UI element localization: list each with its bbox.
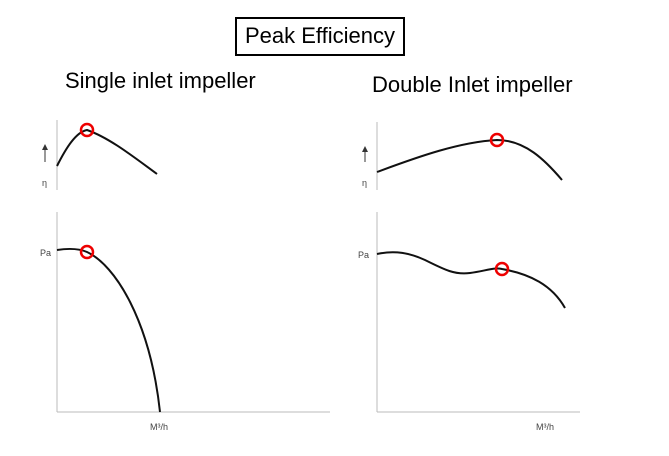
peak-marker (489, 132, 505, 148)
panel-heading: Double Inlet impeller (372, 72, 573, 97)
peak-marker (79, 122, 95, 138)
panel-heading: Single inlet impeller (65, 68, 256, 93)
pressure-curve (376, 251, 566, 309)
pressure-label: Pa (358, 250, 369, 260)
flow-label: M³/h (536, 422, 554, 432)
efficiency-curve (56, 128, 158, 175)
title-box (235, 17, 405, 56)
peak-marker (494, 261, 510, 277)
peak-marker (79, 244, 95, 260)
efficiency-label: η (362, 178, 367, 188)
pressure-curve (56, 247, 161, 413)
title: Peak Efficiency (245, 23, 395, 48)
efficiency-label: η (42, 178, 47, 188)
flow-label: M³/h (150, 422, 168, 432)
arrow-head (362, 146, 368, 152)
pressure-label: Pa (40, 248, 51, 258)
arrow-head (42, 144, 48, 150)
efficiency-curve (376, 138, 563, 181)
